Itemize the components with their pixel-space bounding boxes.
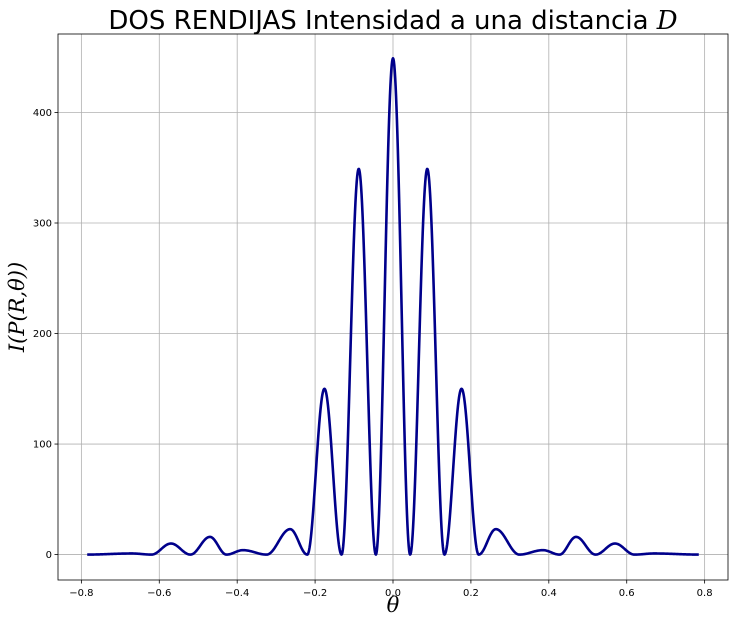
y-ticks: 0 100 200 300 400 xyxy=(33,108,58,561)
x-tick-label: −0.2 xyxy=(303,588,327,599)
x-tick-label: 0.0 xyxy=(385,588,401,599)
x-tick-label: 0.6 xyxy=(619,588,635,599)
title-italic: D xyxy=(656,6,678,36)
y-tick-label: 0 xyxy=(46,550,52,561)
x-tick-label: −0.4 xyxy=(225,588,249,599)
x-ticks: −0.8 −0.6 −0.4 −0.2 0.0 0.2 0.4 0.6 0.8 xyxy=(69,580,713,599)
y-tick-label: 400 xyxy=(33,108,52,119)
x-tick-label: −0.6 xyxy=(147,588,171,599)
grid-lines xyxy=(58,34,728,580)
intensity-series-line xyxy=(86,57,700,556)
y-tick-label: 300 xyxy=(33,219,52,230)
x-tick-label: −0.8 xyxy=(69,588,93,599)
y-axis-label: I(P(R,θ)) xyxy=(5,262,29,353)
x-tick-label: 0.2 xyxy=(463,588,479,599)
x-tick-label: 0.8 xyxy=(697,588,713,599)
series-layer xyxy=(86,57,700,556)
chart-title: DOS RENDIJAS Intensidad a una distancia … xyxy=(108,6,677,36)
x-axis-label: θ xyxy=(387,593,400,617)
y-tick-label: 200 xyxy=(33,329,52,340)
y-tick-label: 100 xyxy=(33,440,52,451)
title-text: DOS RENDIJAS Intensidad a una distancia xyxy=(108,6,656,36)
x-tick-label: 0.4 xyxy=(541,588,557,599)
